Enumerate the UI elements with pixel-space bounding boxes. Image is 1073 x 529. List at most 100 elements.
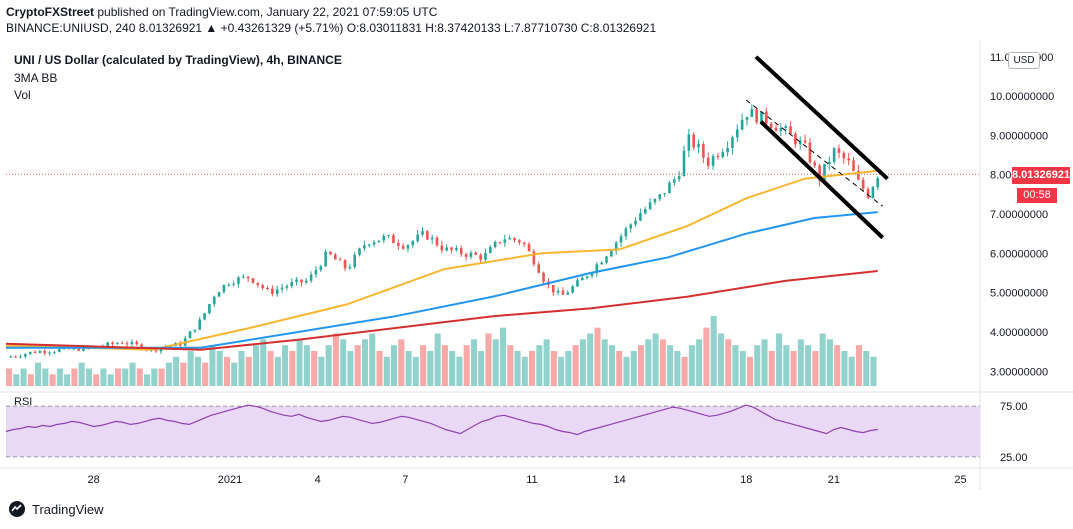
tradingview-branding[interactable]: TradingView <box>8 500 104 518</box>
volume-bar <box>325 345 332 386</box>
volume-bar <box>56 368 63 386</box>
volume-bar <box>521 356 528 386</box>
candle-body <box>387 235 390 237</box>
candle-body <box>329 251 332 255</box>
countdown-badge: 00:58 <box>1017 188 1057 203</box>
candle-body <box>832 148 836 162</box>
volume-bar <box>216 351 223 386</box>
candle-body <box>750 109 754 117</box>
candle-body <box>498 241 502 243</box>
candle-body <box>285 286 289 288</box>
candle-body <box>53 351 56 353</box>
ma-line-1 <box>6 211 878 349</box>
candle-body <box>469 252 473 257</box>
candle-body <box>711 156 715 166</box>
volume-bar <box>427 351 434 386</box>
candle-body <box>188 331 192 339</box>
candle-body <box>314 269 318 275</box>
price-tick-label: 9.00000000 <box>990 130 1048 142</box>
candle-body <box>338 259 342 261</box>
candle-body <box>876 177 880 188</box>
volume-bar <box>129 362 136 386</box>
symbol-legend[interactable]: UNI / US Dollar (calculated by TradingVi… <box>14 53 342 67</box>
volume-bar <box>369 333 376 386</box>
currency-button[interactable]: USD <box>1008 52 1040 69</box>
candle-body <box>450 247 453 251</box>
candle-body <box>406 245 410 249</box>
candle-body <box>697 143 700 148</box>
candle-body <box>324 251 327 267</box>
candle-body <box>847 158 850 161</box>
channel-upper-line <box>754 55 889 181</box>
volume-bar <box>347 351 354 386</box>
author-name[interactable]: CryptoFXStreet <box>6 5 95 19</box>
branding-text: TradingView <box>32 501 104 517</box>
volume-bar <box>64 374 71 386</box>
volume-bar <box>173 356 180 386</box>
volume-bar <box>114 368 122 386</box>
volume-bar <box>122 368 129 386</box>
candle-body <box>745 116 749 120</box>
candle-body <box>774 127 778 132</box>
candle-body <box>794 133 797 145</box>
volume-bar <box>289 351 296 386</box>
price-tick-label: 4.00000000 <box>990 327 1048 339</box>
candle-body <box>629 224 633 229</box>
candle-body <box>760 111 763 123</box>
candle-body <box>551 285 555 293</box>
candle-body <box>861 179 865 189</box>
volume-bar <box>543 339 550 386</box>
candles <box>9 104 880 359</box>
volume-bar <box>93 374 100 386</box>
channel-lines <box>745 55 889 240</box>
rsi-band <box>6 406 980 457</box>
rsi-tick-label: 25.00 <box>1000 452 1028 464</box>
volume-bar <box>630 351 637 386</box>
volume-bar <box>107 374 114 386</box>
candle-body <box>256 282 260 286</box>
volume-bar <box>405 351 412 386</box>
volume-bar <box>463 345 470 386</box>
volume-bar <box>20 368 27 386</box>
candle-body <box>309 274 313 281</box>
candle-body <box>295 279 298 283</box>
candle-body <box>421 231 424 235</box>
volume-bar <box>412 356 419 386</box>
volume-bar <box>434 333 441 386</box>
volume-bar <box>485 333 492 386</box>
candle-body <box>33 351 37 353</box>
candle-body <box>416 234 419 242</box>
volume-bar <box>790 351 797 386</box>
rsi-legend[interactable]: RSI <box>14 396 33 408</box>
candle-body <box>222 284 226 293</box>
volume-bar <box>855 345 863 386</box>
candle-body <box>203 313 206 320</box>
candle-body <box>866 188 870 198</box>
volume-bar <box>376 351 383 386</box>
ma-line-2 <box>5 270 878 351</box>
candle-body <box>542 272 545 282</box>
volume-bar <box>834 345 841 386</box>
volume-bar <box>456 356 463 386</box>
volume-bar <box>776 333 783 386</box>
candle-body <box>716 156 720 158</box>
volume-bar <box>696 339 703 386</box>
indicator-legend[interactable]: 3MA BB <box>14 71 58 85</box>
candle-body <box>493 241 497 248</box>
candle-body <box>818 165 821 181</box>
rsi-line <box>5 404 878 436</box>
volume-bar <box>383 356 390 386</box>
volume-bar <box>274 356 281 386</box>
candle-body <box>561 290 565 295</box>
volume-bar <box>645 339 652 386</box>
candle-body <box>343 260 347 269</box>
price-tick-label: 5.00000000 <box>990 288 1048 300</box>
volume-bar <box>805 345 812 386</box>
volume-bar <box>717 333 724 386</box>
volume-legend[interactable]: Vol <box>14 88 31 102</box>
candle-body <box>658 194 662 199</box>
volume-bar <box>165 362 172 386</box>
candle-body <box>14 356 17 358</box>
volume-bar <box>783 345 790 386</box>
